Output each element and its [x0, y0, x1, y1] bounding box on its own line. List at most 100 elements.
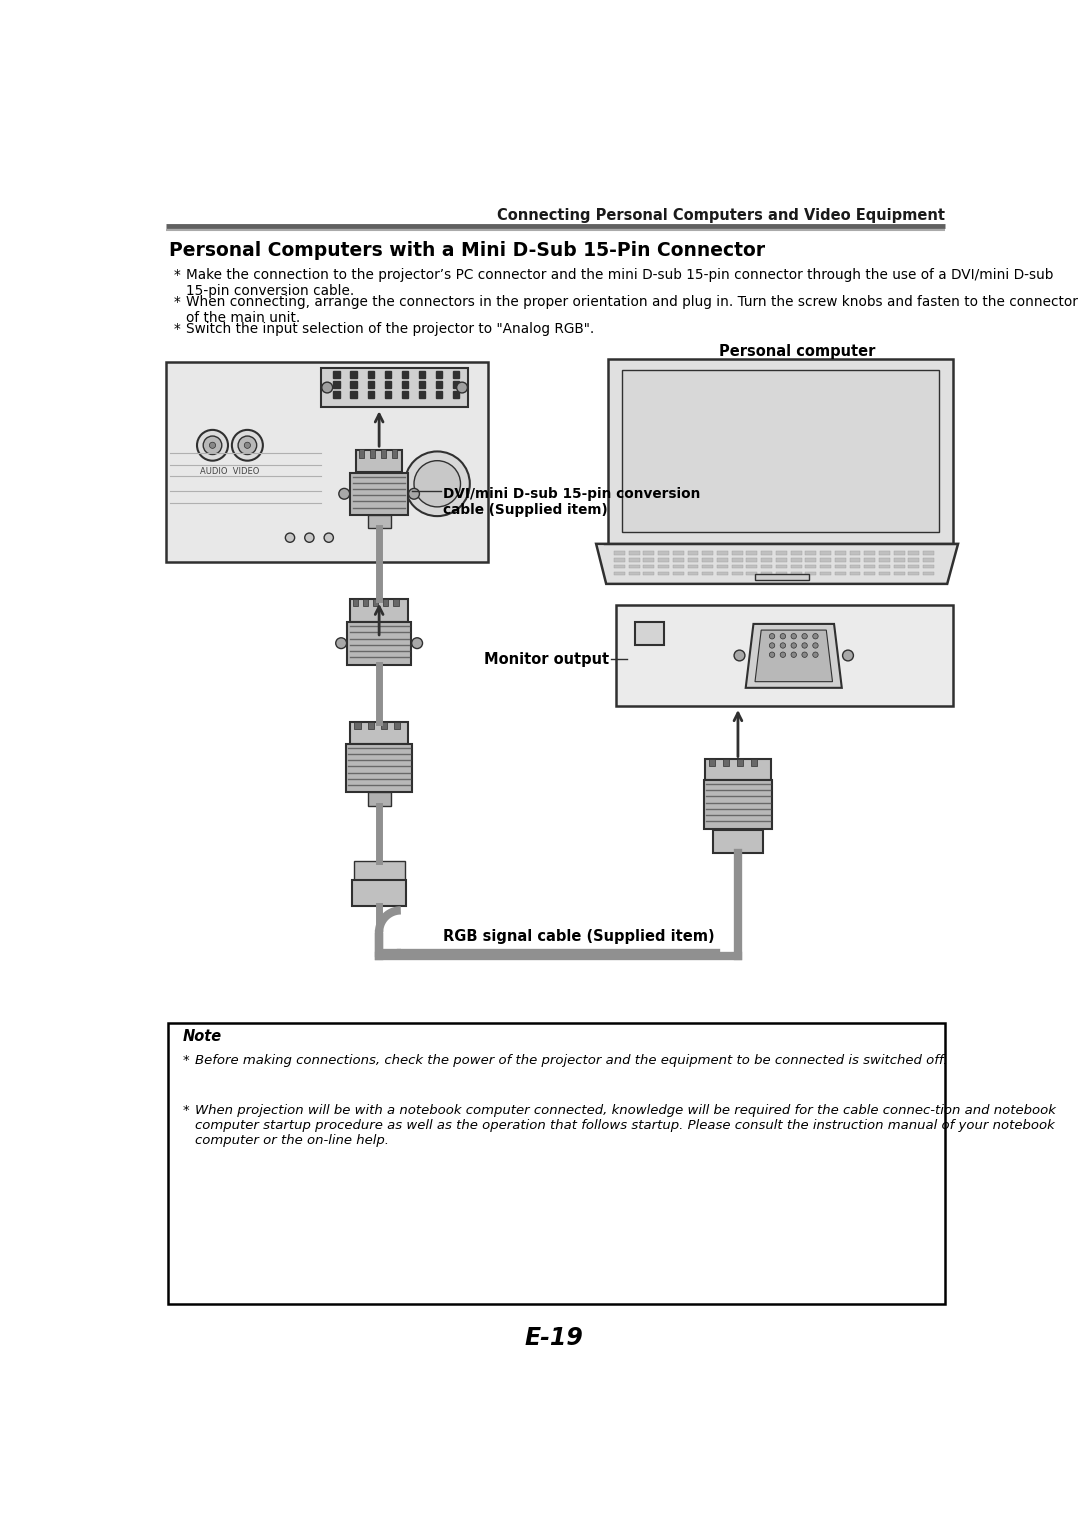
Circle shape: [769, 642, 774, 648]
Bar: [835, 564, 846, 569]
Text: Note: Note: [183, 1029, 222, 1044]
Circle shape: [339, 488, 350, 498]
Circle shape: [197, 430, 228, 460]
Circle shape: [457, 382, 468, 393]
Polygon shape: [353, 861, 405, 881]
Polygon shape: [367, 515, 391, 529]
Bar: [369, 450, 375, 459]
Polygon shape: [608, 359, 953, 544]
Text: Personal Computers with a Mini D-Sub 15-Pin Connector: Personal Computers with a Mini D-Sub 15-…: [170, 242, 766, 260]
Bar: [835, 550, 846, 555]
Bar: [688, 572, 699, 575]
Bar: [775, 572, 786, 575]
Bar: [383, 598, 389, 605]
Circle shape: [414, 460, 460, 508]
Text: Personal computer: Personal computer: [719, 344, 876, 359]
Bar: [791, 564, 801, 569]
Bar: [732, 558, 743, 561]
Circle shape: [780, 642, 785, 648]
Bar: [732, 550, 743, 555]
Circle shape: [232, 430, 262, 460]
Polygon shape: [745, 624, 841, 688]
Text: When projection will be with a notebook computer connected, knowledge will be re: When projection will be with a notebook …: [195, 1104, 1056, 1147]
Bar: [806, 564, 816, 569]
Bar: [688, 550, 699, 555]
Circle shape: [734, 650, 745, 661]
Bar: [658, 572, 669, 575]
Circle shape: [801, 633, 808, 639]
Bar: [367, 391, 374, 398]
Bar: [367, 722, 374, 729]
Bar: [894, 564, 905, 569]
Bar: [350, 391, 356, 398]
Bar: [673, 550, 684, 555]
Circle shape: [791, 633, 796, 639]
Circle shape: [405, 451, 470, 517]
Bar: [384, 372, 391, 378]
Bar: [613, 572, 625, 575]
Bar: [864, 550, 875, 555]
Polygon shape: [350, 723, 408, 745]
Bar: [354, 722, 361, 729]
Text: AUDIO  VIDEO: AUDIO VIDEO: [200, 466, 259, 476]
Bar: [894, 558, 905, 561]
Bar: [394, 722, 400, 729]
Bar: [380, 450, 387, 459]
Bar: [717, 572, 728, 575]
Bar: [923, 572, 934, 575]
Bar: [435, 391, 442, 398]
Bar: [908, 564, 919, 569]
Circle shape: [813, 651, 819, 657]
Circle shape: [780, 633, 785, 639]
Bar: [384, 381, 391, 387]
Bar: [923, 550, 934, 555]
Bar: [402, 391, 408, 398]
Bar: [724, 758, 729, 766]
Bar: [367, 372, 374, 378]
Bar: [629, 558, 639, 561]
Bar: [658, 564, 669, 569]
Polygon shape: [622, 370, 940, 532]
Bar: [761, 572, 772, 575]
Bar: [350, 381, 356, 387]
Polygon shape: [704, 780, 772, 829]
Bar: [791, 558, 801, 561]
Bar: [746, 564, 757, 569]
Bar: [820, 572, 831, 575]
Circle shape: [324, 534, 334, 543]
Bar: [350, 372, 356, 378]
Polygon shape: [356, 450, 403, 472]
Bar: [644, 550, 654, 555]
Circle shape: [813, 642, 819, 648]
Bar: [363, 598, 368, 605]
Bar: [820, 550, 831, 555]
Bar: [732, 572, 743, 575]
Polygon shape: [352, 881, 406, 905]
Bar: [717, 564, 728, 569]
Polygon shape: [350, 599, 408, 622]
Circle shape: [285, 534, 295, 543]
Bar: [435, 372, 442, 378]
Bar: [419, 381, 424, 387]
Bar: [761, 564, 772, 569]
Circle shape: [791, 651, 796, 657]
Bar: [384, 391, 391, 398]
Bar: [373, 598, 378, 605]
Bar: [613, 550, 625, 555]
Bar: [791, 550, 801, 555]
Bar: [334, 372, 339, 378]
Text: Make the connection to the projector’s PC connector and the mini D-sub 15-pin co: Make the connection to the projector’s P…: [186, 268, 1053, 298]
Polygon shape: [167, 1023, 945, 1304]
Bar: [775, 564, 786, 569]
Text: *: *: [183, 1104, 190, 1116]
Circle shape: [244, 442, 251, 448]
Bar: [658, 550, 669, 555]
Bar: [658, 558, 669, 561]
Circle shape: [801, 642, 808, 648]
Bar: [644, 572, 654, 575]
Text: Switch the input selection of the projector to "Analog RGB".: Switch the input selection of the projec…: [186, 323, 594, 336]
Text: *: *: [174, 268, 180, 283]
Polygon shape: [166, 362, 488, 563]
Bar: [688, 558, 699, 561]
Bar: [761, 558, 772, 561]
